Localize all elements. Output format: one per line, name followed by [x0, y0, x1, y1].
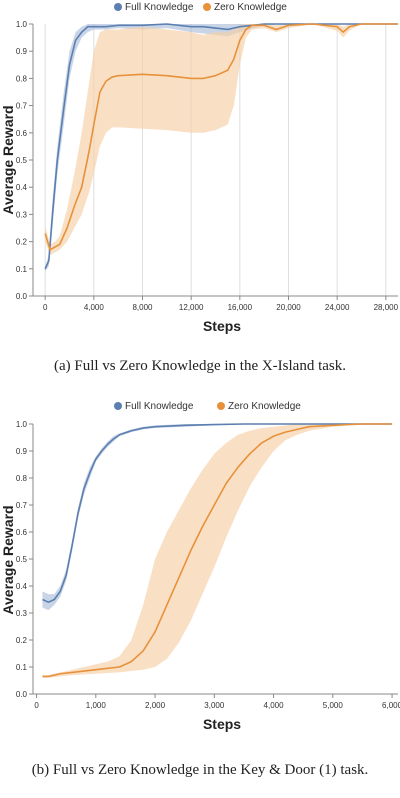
x-tick-label-5: 5,000 [323, 701, 344, 710]
y-tick-label-7: 0.7 [16, 501, 28, 510]
legend-marker-full-knowledge [114, 402, 122, 410]
y-tick-label-3: 0.3 [16, 210, 28, 219]
y-tick-label-8: 0.8 [16, 474, 28, 483]
axes: 0.0 0.1 0.2 0.3 0.4 0.5 0.6 0.7 0.8 0.9 1.0 0 4,000 8… [16, 20, 399, 312]
y-tick-label-10: 1.0 [16, 420, 28, 429]
y-tick-label-1: 0.1 [16, 265, 28, 274]
band-zero-knowledge [45, 24, 399, 256]
y-tick-label-3: 0.3 [16, 609, 28, 618]
x-tick-label-1: 4,000 [84, 303, 105, 312]
axes: 0.0 0.1 0.2 0.3 0.4 0.5 0.6 0.7 0.8 0.9 1.0 0 1,000 2… [16, 420, 400, 710]
y-tick-label-9: 0.9 [16, 47, 28, 56]
y-tick-label-0: 0.0 [16, 690, 28, 699]
y-tick-label-10: 1.0 [16, 20, 28, 29]
y-tick-label-9: 0.9 [16, 447, 28, 456]
x-tick-label-0: 0 [34, 701, 39, 710]
legend-marker-zero-knowledge [203, 3, 211, 11]
y-tick-label-4: 0.4 [16, 582, 28, 591]
caption-b: (b) Full vs Zero Knowledge in the Key & … [31, 762, 369, 778]
legend-marker-full-knowledge [114, 3, 122, 11]
legend: Full Knowledge Zero Knowledge [114, 401, 301, 412]
x-axis-label: Steps [203, 716, 241, 732]
y-tick-label-0: 0.0 [16, 292, 28, 301]
y-axis-label: Average Reward [0, 105, 16, 214]
x-tick-label-0: 0 [43, 303, 48, 312]
x-tick-label-4: 4,000 [264, 701, 285, 710]
legend-label-zero-knowledge: Zero Knowledge [228, 401, 301, 412]
series-lines [42, 423, 393, 678]
legend-marker-zero-knowledge [217, 402, 225, 410]
x-tick-label-4: 16,000 [228, 303, 253, 312]
y-tick-label-5: 0.5 [16, 555, 28, 564]
series-lines [44, 23, 398, 270]
x-tick-label-6: 6,000 [382, 701, 400, 710]
x-tick-label-5: 20,000 [276, 303, 301, 312]
legend-label-zero-knowledge: Zero Knowledge [214, 2, 287, 13]
y-axis-label: Average Reward [0, 505, 16, 614]
x-tick-label-2: 8,000 [132, 303, 153, 312]
band-zero-knowledge [42, 424, 393, 678]
y-tick-label-8: 0.8 [16, 74, 28, 83]
y-tick-label-1: 0.1 [16, 663, 28, 672]
y-tick-label-5: 0.5 [16, 156, 28, 165]
line-zero-knowledge [42, 423, 393, 678]
x-tick-label-6: 24,000 [325, 303, 350, 312]
chart-x-island: Full Knowledge Zero Knowledge 0.00.10.20… [0, 2, 399, 334]
legend-label-full-knowledge: Full Knowledge [125, 401, 194, 412]
y-tick-label-2: 0.2 [16, 238, 28, 247]
x-tick-label-3: 3,000 [204, 701, 225, 710]
legend: Full Knowledge Zero Knowledge [114, 2, 287, 13]
x-axis-label: Steps [203, 318, 241, 334]
confidence-bands [45, 24, 399, 272]
line-zero-knowledge [44, 23, 398, 251]
confidence-bands [42, 424, 393, 678]
x-tick-label-3: 12,000 [179, 303, 204, 312]
x-tick-label-1: 1,000 [86, 701, 107, 710]
y-tick-label-6: 0.6 [16, 129, 28, 138]
x-tick-label-7: 28,000 [374, 303, 399, 312]
y-tick-label-2: 0.2 [16, 636, 28, 645]
legend-label-full-knowledge: Full Knowledge [125, 2, 194, 13]
y-tick-label-6: 0.6 [16, 528, 28, 537]
caption-a: (a) Full vs Zero Knowledge in the X-Isla… [53, 358, 347, 374]
y-tick-label-4: 0.4 [16, 183, 28, 192]
y-tick-label-7: 0.7 [16, 102, 28, 111]
chart-key-door: Full Knowledge Zero Knowledge 0.00.10.20… [0, 401, 400, 732]
line-full-knowledge [42, 423, 393, 603]
x-tick-label-2: 2,000 [145, 701, 166, 710]
